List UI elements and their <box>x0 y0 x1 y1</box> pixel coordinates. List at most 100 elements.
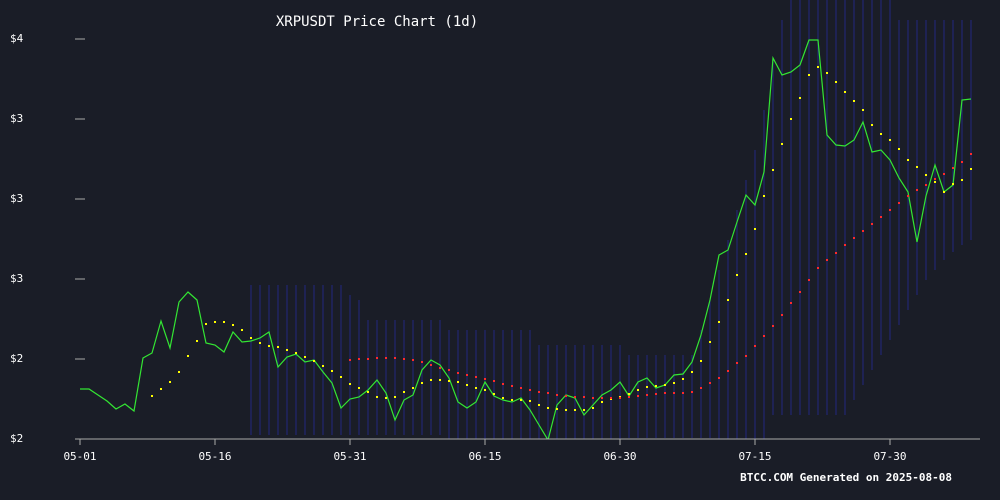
ma-dot <box>520 387 522 389</box>
ma-dot <box>943 173 945 175</box>
ma-dot <box>493 380 495 382</box>
ma-dot <box>637 389 639 391</box>
ma-dot <box>835 252 837 254</box>
ma-dot <box>529 400 531 402</box>
ma-dot <box>817 66 819 68</box>
ma-dot <box>655 393 657 395</box>
ma-dot <box>826 259 828 261</box>
ma-dot <box>268 345 270 347</box>
ma-dot <box>619 397 621 399</box>
ma-dot <box>241 329 243 331</box>
ma-dot <box>277 346 279 348</box>
ma-dot <box>844 91 846 93</box>
ma-dot <box>475 387 477 389</box>
ma-dot <box>754 228 756 230</box>
ma-dot <box>718 377 720 379</box>
x-tick-label: 06-30 <box>603 450 636 463</box>
ma-dot <box>502 383 504 385</box>
ma-dot <box>646 386 648 388</box>
ma-dot <box>880 133 882 135</box>
ma-dot <box>475 376 477 378</box>
ma-dot <box>151 395 153 397</box>
ma-dot <box>340 376 342 378</box>
ma-dot <box>601 397 603 399</box>
ma-dot <box>304 356 306 358</box>
ma-dot <box>952 167 954 169</box>
ma-dot <box>484 378 486 380</box>
ma-dot <box>691 391 693 393</box>
ma-dot <box>376 396 378 398</box>
ma-dot <box>889 139 891 141</box>
ma-dot <box>673 382 675 384</box>
ma-dot <box>871 124 873 126</box>
ma-dot <box>709 382 711 384</box>
ma-dot <box>511 385 513 387</box>
ma-dot <box>493 393 495 395</box>
ma-dot <box>583 409 585 411</box>
ma-dot <box>367 358 369 360</box>
ma-dot <box>592 397 594 399</box>
ma-dot <box>322 365 324 367</box>
ma-dot <box>817 267 819 269</box>
ma-dot <box>232 324 234 326</box>
ma-dot <box>808 74 810 76</box>
ma-dot <box>907 159 909 161</box>
ma-dot <box>970 153 972 155</box>
ma-dot <box>763 195 765 197</box>
ma-dot <box>961 179 963 181</box>
ma-dot <box>799 97 801 99</box>
ma-dot <box>727 299 729 301</box>
ma-dot <box>853 100 855 102</box>
ma-dot <box>403 391 405 393</box>
ma-dot <box>187 355 189 357</box>
ma-dot <box>943 191 945 193</box>
y-tick-label: $3 <box>10 112 23 125</box>
ma-dot <box>412 387 414 389</box>
ma-dot <box>457 372 459 374</box>
ma-dot <box>376 357 378 359</box>
ma-dot <box>439 367 441 369</box>
ma-dot <box>250 337 252 339</box>
ma-dot <box>646 394 648 396</box>
ma-dot <box>556 394 558 396</box>
ma-dot <box>439 379 441 381</box>
ma-dot <box>574 396 576 398</box>
ma-dot <box>790 302 792 304</box>
ma-dot <box>673 392 675 394</box>
ma-dot <box>466 374 468 376</box>
y-tick-label: $2 <box>10 352 23 365</box>
ma-dot <box>889 209 891 211</box>
ma-dot <box>421 382 423 384</box>
ma-dot <box>628 396 630 398</box>
ma-dot <box>295 352 297 354</box>
ma-dot <box>448 380 450 382</box>
ma-dot <box>916 166 918 168</box>
ma-dot <box>430 364 432 366</box>
ma-dot <box>448 369 450 371</box>
ma-dot <box>745 355 747 357</box>
ma-dot <box>934 181 936 183</box>
ma-dot <box>169 381 171 383</box>
ma-dot <box>781 314 783 316</box>
ma-dot <box>799 291 801 293</box>
ma-dot <box>349 383 351 385</box>
ma-dot <box>682 378 684 380</box>
ma-dot <box>214 321 216 323</box>
ma-dot <box>862 109 864 111</box>
ma-dot <box>772 325 774 327</box>
ma-dot <box>484 389 486 391</box>
ma-dot <box>466 384 468 386</box>
ma-dot <box>259 342 261 344</box>
ma-dot <box>349 359 351 361</box>
ma-dot <box>205 323 207 325</box>
chart-title: XRPUSDT Price Chart (1d) <box>276 14 478 30</box>
axes: $2 $2 $3 $3 $3 $4 05-01 05-16 05-31 06-15 06-30 07-… <box>10 32 980 463</box>
ma-dot <box>592 407 594 409</box>
ma-dot <box>916 189 918 191</box>
ma-dot <box>358 387 360 389</box>
ma-dot <box>925 174 927 176</box>
ma-dot <box>394 396 396 398</box>
ma-dot <box>160 388 162 390</box>
ma-dot <box>574 409 576 411</box>
